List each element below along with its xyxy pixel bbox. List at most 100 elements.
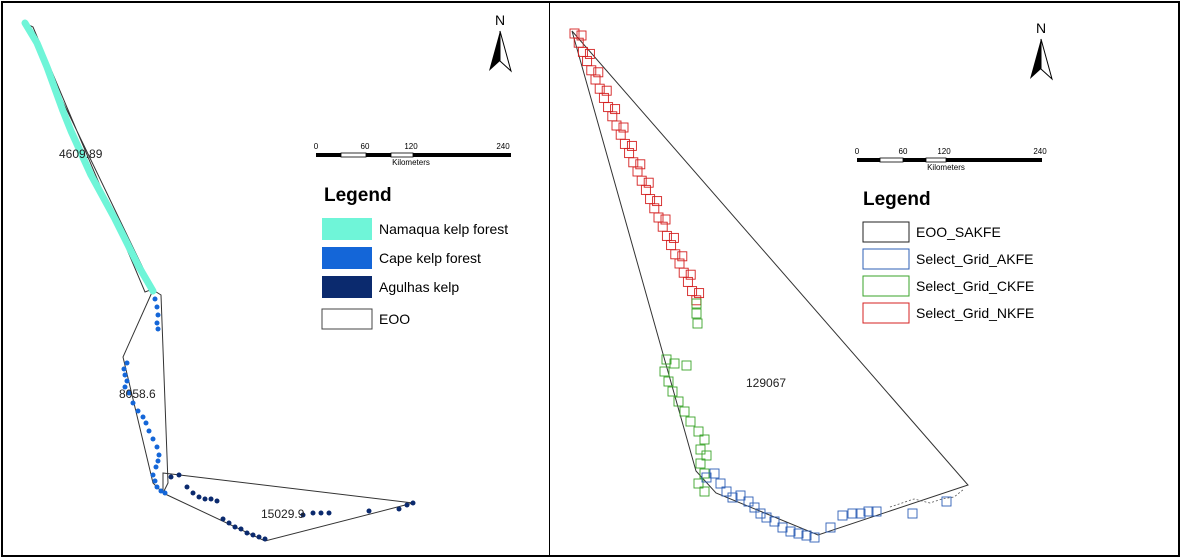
eoo-label-namaqua: 4609.89 — [59, 147, 103, 161]
grid-cell — [635, 159, 646, 170]
scale-unit: Kilometers — [392, 158, 430, 167]
grid-cell — [653, 212, 664, 223]
grid-cell — [661, 354, 672, 365]
grid-cell — [659, 366, 670, 377]
grid-cell — [681, 360, 692, 371]
grid-cell — [793, 528, 804, 539]
scale-tick-0: 0 — [314, 142, 319, 151]
right-map-canvas: 129067 N 0 60 120 240 Kilometers — [569, 20, 1053, 543]
legend-label-agulhas: Agulhas kelp — [379, 279, 459, 295]
scale-bar: 0 60 120 240 Kilometers — [855, 147, 1047, 172]
left-map-panel: 4609.89 8058.6 15029.9 N 0 60 120 240 Ki — [1, 1, 550, 557]
grid-cell — [576, 30, 587, 41]
grid-cell — [809, 532, 820, 543]
grid-cell — [871, 506, 882, 517]
grid-cell — [863, 506, 874, 517]
grid-cell — [682, 276, 693, 287]
grid-cell — [618, 122, 629, 133]
grid-cell — [785, 526, 796, 537]
grid-cell — [691, 298, 702, 309]
legend-label-akfe: Select_Grid_AKFE — [916, 251, 1034, 267]
grid-cell — [907, 508, 918, 519]
select-grid-ckfe — [659, 298, 712, 497]
grid-cell — [825, 522, 836, 533]
north-arrow-icon: N — [1030, 20, 1053, 81]
grid-cell — [668, 232, 679, 243]
select-grid-akfe — [701, 468, 952, 543]
legend-label-ckfe: Select_Grid_CKFE — [916, 278, 1034, 294]
grid-cell — [727, 492, 738, 503]
grid-cell — [769, 516, 780, 527]
grid-cell — [694, 288, 705, 299]
grid-cell — [577, 46, 588, 57]
grid-cell — [837, 510, 848, 521]
grid-cell — [693, 478, 704, 489]
grid-cell — [643, 177, 654, 188]
grid-cell — [594, 83, 605, 94]
grid-cell — [663, 376, 674, 387]
grid-cell — [611, 120, 622, 131]
eoo-label-total: 129067 — [746, 376, 786, 390]
grid-cell — [669, 358, 680, 369]
grid-cell — [699, 486, 710, 497]
legend-swatch-nkfe — [862, 302, 910, 324]
grid-cell — [847, 508, 858, 519]
legend-swatch-cape — [322, 247, 372, 269]
grid-cell — [645, 194, 656, 205]
grid-cell — [685, 416, 696, 427]
scale-tick-0: 0 — [855, 147, 860, 156]
grid-cell — [661, 230, 672, 241]
grid-cell — [715, 478, 726, 489]
grid-cell — [699, 434, 710, 445]
grid-cell — [593, 67, 604, 78]
grid-cell — [685, 269, 696, 280]
cape-kelp-forest-region — [121, 296, 168, 496]
grid-cell — [601, 85, 612, 96]
grid-cell — [679, 406, 690, 417]
grid-cell — [667, 386, 678, 397]
legend-label-eoo: EOO — [379, 311, 410, 327]
grid-cell — [691, 308, 702, 319]
grid-cell — [692, 318, 703, 329]
grid-cell — [701, 472, 712, 483]
left-map-canvas: 4609.89 8058.6 15029.9 N 0 60 120 240 Ki — [21, 12, 512, 542]
legend-label-cape: Cape kelp forest — [379, 250, 481, 266]
grid-cell — [678, 267, 689, 278]
north-arrow-icon: N — [489, 12, 512, 73]
grid-cell — [755, 508, 766, 519]
eoo-label-cape: 8058.6 — [119, 387, 156, 401]
select-grid-nkfe — [569, 28, 705, 306]
grid-cell — [636, 175, 647, 186]
grid-cell — [610, 104, 621, 115]
grid-cell — [673, 396, 684, 407]
grid-cell — [584, 48, 595, 59]
north-label: N — [1036, 20, 1046, 36]
agulhas-kelp-region — [168, 472, 416, 542]
grid-cell — [670, 249, 681, 260]
legend-title: Legend — [863, 189, 931, 210]
scale-tick-120: 120 — [937, 147, 951, 156]
grid-cell — [586, 65, 597, 76]
scale-tick-240: 240 — [496, 142, 510, 151]
grid-cell — [590, 74, 601, 85]
grid-cell — [801, 530, 812, 541]
legend-swatch-ckfe — [862, 275, 910, 297]
namaqua-kelp-forest-region — [21, 19, 157, 295]
legend-title: Legend — [324, 185, 392, 206]
grid-cell — [687, 286, 698, 297]
legend: Legend EOO_SAKFE Select_Grid_AKFE Select… — [862, 189, 1034, 324]
legend-label-nkfe: Select_Grid_NKFE — [916, 305, 1034, 321]
coastline-line — [889, 488, 965, 508]
grid-cell — [701, 450, 712, 461]
legend-swatch-namaqua — [322, 218, 372, 240]
grid-cell — [619, 138, 630, 149]
grid-cell — [660, 214, 671, 225]
grid-cell — [603, 102, 614, 113]
grid-cell — [699, 468, 710, 479]
scale-bar: 0 60 120 240 Kilometers — [314, 142, 511, 167]
grid-cell — [777, 522, 788, 533]
scale-tick-240: 240 — [1033, 147, 1047, 156]
scale-tick-120: 120 — [404, 142, 418, 151]
scale-unit: Kilometers — [927, 163, 965, 172]
